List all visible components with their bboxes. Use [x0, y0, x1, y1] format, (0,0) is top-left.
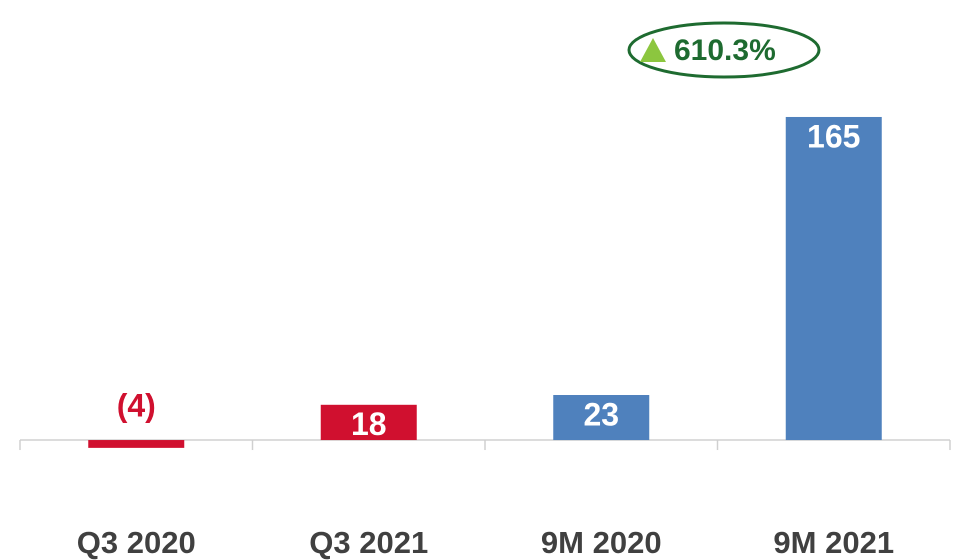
bar — [785, 116, 882, 441]
data-label: 165 — [807, 118, 860, 154]
x-tick-label: Q3 2021 — [309, 525, 428, 560]
data-label: 18 — [351, 406, 387, 442]
data-label: 23 — [583, 396, 619, 432]
x-tick-label: 9M 2021 — [773, 525, 894, 560]
x-tick-label: Q3 2020 — [77, 525, 196, 560]
up-triangle — [640, 38, 666, 62]
bar — [553, 395, 650, 441]
annotation: 610.3% — [674, 34, 776, 67]
x-tick-label: 9M 2020 — [541, 525, 662, 560]
bar — [320, 404, 417, 441]
data-label: (4) — [117, 387, 156, 423]
annotation-ellipse — [627, 21, 821, 79]
bar — [88, 440, 185, 448]
